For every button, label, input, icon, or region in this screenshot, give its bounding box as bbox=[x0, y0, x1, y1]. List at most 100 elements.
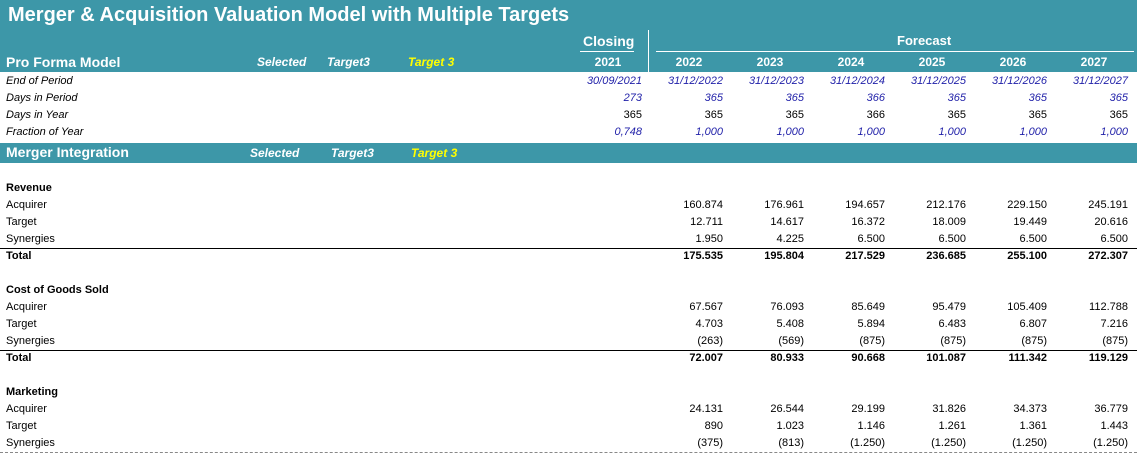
row-label: Acquirer bbox=[6, 403, 47, 415]
cell-value: (813) bbox=[778, 437, 804, 449]
cell-value: (569) bbox=[778, 335, 804, 347]
cell-value: 112.788 bbox=[1089, 301, 1128, 313]
cell-value: 7.216 bbox=[1100, 318, 1128, 330]
forecast-label: Forecast bbox=[897, 33, 952, 48]
year-header-2024: 2024 bbox=[837, 55, 865, 69]
cell-value: (875) bbox=[859, 335, 885, 347]
cell-value: 31.826 bbox=[932, 403, 966, 415]
model-label: Pro Forma Model bbox=[6, 54, 121, 70]
cell-value: 16.372 bbox=[851, 216, 885, 228]
cell-value: 1.950 bbox=[695, 233, 723, 245]
cell-value: 6.500 bbox=[857, 233, 885, 245]
cell-value: 4.225 bbox=[776, 233, 804, 245]
total-value: 80.933 bbox=[770, 352, 804, 364]
header-separator bbox=[648, 30, 649, 72]
cell-value: 26.544 bbox=[770, 403, 804, 415]
cell-value: 6.500 bbox=[1019, 233, 1047, 245]
cell-value: (1.250) bbox=[931, 437, 966, 449]
total-label: Total bbox=[6, 250, 32, 262]
row-label: Target bbox=[6, 216, 37, 228]
cell-value: 18.009 bbox=[932, 216, 966, 228]
total-value: 101.087 bbox=[926, 352, 966, 364]
cell-value: 19.449 bbox=[1013, 216, 1047, 228]
cell-value: 212.176 bbox=[926, 199, 966, 211]
days-in-year-value: 365 bbox=[704, 109, 723, 121]
days-in-period-value: 365 bbox=[704, 92, 723, 104]
cell-value: 29.199 bbox=[851, 403, 885, 415]
cell-value: (1.250) bbox=[1012, 437, 1047, 449]
closing-underline bbox=[580, 51, 634, 52]
cell-value: 5.894 bbox=[857, 318, 885, 330]
total-label: Total bbox=[6, 352, 32, 364]
total-value: 217.529 bbox=[845, 250, 885, 262]
fraction-of-year-value: 1,000 bbox=[695, 126, 723, 138]
cell-value: 1.146 bbox=[857, 420, 885, 432]
days-in-period-value: 273 bbox=[623, 92, 642, 104]
days-in-year-value: 366 bbox=[866, 109, 885, 121]
year-header-2025: 2025 bbox=[918, 55, 946, 69]
integration-selected-label: Selected bbox=[250, 146, 300, 160]
cell-value: (875) bbox=[1102, 335, 1128, 347]
end-of-period-value: 31/12/2024 bbox=[829, 75, 885, 87]
cell-value: (875) bbox=[940, 335, 966, 347]
cell-value: (263) bbox=[697, 335, 723, 347]
total-rule bbox=[0, 248, 1137, 249]
cell-value: 176.961 bbox=[764, 199, 804, 211]
fraction-of-year-label: Fraction of Year bbox=[6, 126, 84, 138]
total-value: 175.535 bbox=[683, 250, 723, 262]
cell-value: (375) bbox=[697, 437, 723, 449]
cell-value: 1.023 bbox=[776, 420, 804, 432]
end-of-period-value: 31/12/2022 bbox=[667, 75, 723, 87]
row-label: Synergies bbox=[6, 437, 55, 449]
selected-target-display: Target 3 bbox=[408, 55, 455, 69]
cell-value: 1.361 bbox=[1019, 420, 1047, 432]
days-in-year-label: Days in Year bbox=[6, 109, 69, 121]
fraction-of-year-value: 1,000 bbox=[776, 126, 804, 138]
cell-value: (1.250) bbox=[850, 437, 885, 449]
section-title: Marketing bbox=[6, 386, 58, 398]
forecast-underline bbox=[656, 51, 1134, 52]
end-of-period-value: 31/12/2027 bbox=[1072, 75, 1128, 87]
cell-value: 890 bbox=[704, 420, 723, 432]
row-label: Target bbox=[6, 318, 37, 330]
section-title: Revenue bbox=[6, 182, 52, 194]
total-value: 195.804 bbox=[764, 250, 804, 262]
cell-value: 229.150 bbox=[1007, 199, 1047, 211]
days-in-period-value: 365 bbox=[1028, 92, 1047, 104]
cell-value: 5.408 bbox=[776, 318, 804, 330]
year-header-2026: 2026 bbox=[999, 55, 1027, 69]
days-in-year-value: 365 bbox=[623, 109, 642, 121]
days-in-year-value: 365 bbox=[1109, 109, 1128, 121]
days-in-period-value: 366 bbox=[866, 92, 885, 104]
integration-target-cell[interactable]: Target3 bbox=[331, 146, 374, 160]
selected-target-cell[interactable]: Target3 bbox=[327, 55, 370, 69]
total-value: 255.100 bbox=[1007, 250, 1047, 262]
cell-value: 105.409 bbox=[1007, 301, 1047, 313]
cell-value: 20.616 bbox=[1094, 216, 1128, 228]
cell-value: (875) bbox=[1021, 335, 1047, 347]
cell-value: 36.779 bbox=[1094, 403, 1128, 415]
integration-label: Merger Integration bbox=[6, 144, 129, 160]
fraction-of-year-value: 0,748 bbox=[614, 126, 642, 138]
closing-label: Closing bbox=[583, 33, 635, 49]
end-of-period-label: End of Period bbox=[6, 75, 73, 87]
cell-value: 34.373 bbox=[1013, 403, 1047, 415]
fraction-of-year-value: 1,000 bbox=[1100, 126, 1128, 138]
total-value: 236.685 bbox=[926, 250, 966, 262]
days-in-period-value: 365 bbox=[947, 92, 966, 104]
page-title: Merger & Acquisition Valuation Model wit… bbox=[0, 0, 1137, 30]
cell-value: 4.703 bbox=[695, 318, 723, 330]
row-label: Target bbox=[6, 420, 37, 432]
cell-value: 194.657 bbox=[845, 199, 885, 211]
cell-value: 6.483 bbox=[938, 318, 966, 330]
selected-label: Selected bbox=[257, 55, 307, 69]
cell-value: (1.250) bbox=[1093, 437, 1128, 449]
cell-value: 24.131 bbox=[689, 403, 723, 415]
cell-value: 95.479 bbox=[932, 301, 966, 313]
days-in-period-value: 365 bbox=[1109, 92, 1128, 104]
row-label: Acquirer bbox=[6, 301, 47, 313]
row-label: Synergies bbox=[6, 233, 55, 245]
row-label: Synergies bbox=[6, 335, 55, 347]
cell-value: 1.261 bbox=[938, 420, 966, 432]
days-in-period-label: Days in Period bbox=[6, 92, 78, 104]
